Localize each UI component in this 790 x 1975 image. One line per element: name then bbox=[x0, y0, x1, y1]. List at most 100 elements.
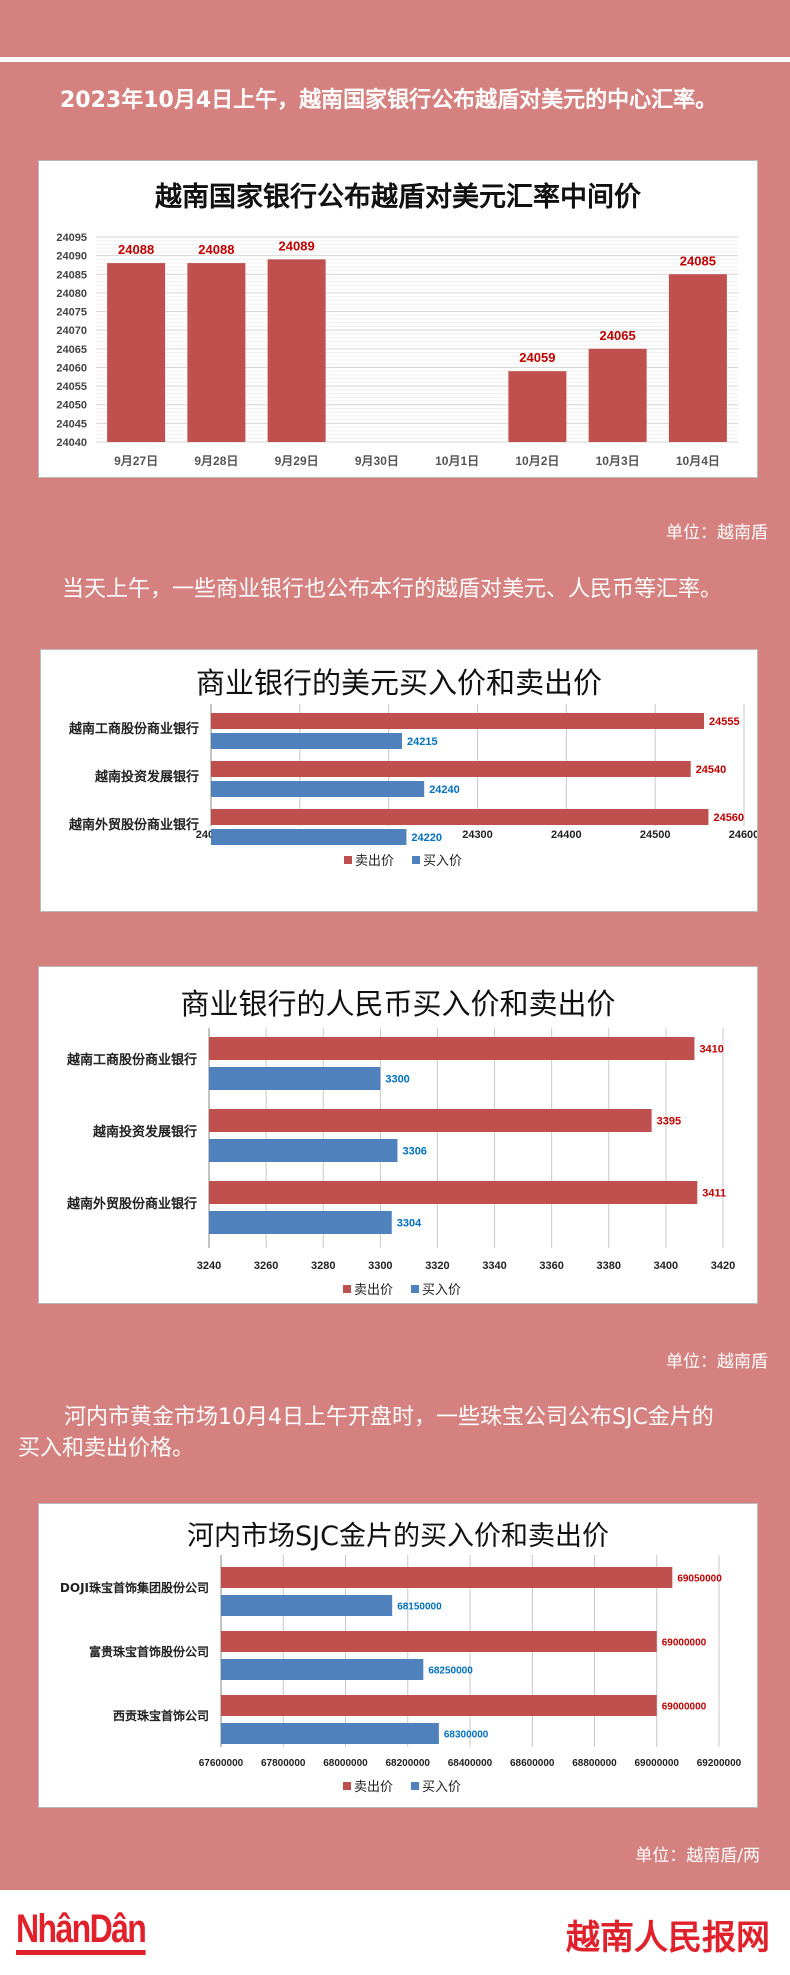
unit-label: 单位：越南盾 bbox=[666, 523, 768, 543]
legend-swatch bbox=[411, 1285, 419, 1293]
data-label: 24240 bbox=[429, 784, 460, 796]
data-label: 24560 bbox=[713, 812, 744, 824]
y-tick-label: 24070 bbox=[56, 325, 87, 337]
x-tick-label: 3340 bbox=[482, 1260, 506, 1272]
x-tick-label: 67600000 bbox=[199, 1758, 244, 1769]
data-label: 3304 bbox=[397, 1218, 422, 1230]
chart-svg: 24000241002420024300244002450024600越南工商股… bbox=[68, 704, 757, 869]
category-label: 越南工商股份商业银行 bbox=[68, 721, 199, 737]
data-label: 24065 bbox=[600, 328, 636, 343]
y-tick-label: 24045 bbox=[56, 418, 87, 430]
legend-label: 卖出价 bbox=[354, 1780, 393, 1795]
chart-title: 商业银行的美元买入价和卖出价 bbox=[195, 666, 602, 700]
bar-buy bbox=[209, 1067, 381, 1090]
x-tick-label: 68600000 bbox=[510, 1758, 555, 1769]
x-tick-label: 3360 bbox=[539, 1260, 563, 1272]
bar-buy bbox=[209, 1211, 392, 1234]
y-tick-label: 24095 bbox=[56, 232, 87, 244]
nhandan-logo[interactable]: NhânDân bbox=[16, 1908, 147, 1955]
x-tick-label: 24600 bbox=[729, 829, 757, 841]
bar bbox=[668, 274, 727, 442]
bar-sell bbox=[221, 1631, 657, 1652]
bar-sell bbox=[211, 809, 709, 825]
category-label: 越南外贸股份商业银行 bbox=[66, 1196, 197, 1212]
x-tick-label: 10月4日 bbox=[676, 454, 720, 468]
intro-paragraph: 2023年10月4日上午，越南国家银行公布越盾对美元的中心汇率。 bbox=[60, 88, 718, 113]
y-tick-label: 24085 bbox=[56, 269, 87, 281]
data-label: 68250000 bbox=[428, 1666, 473, 1677]
y-tick-label: 24050 bbox=[56, 400, 87, 412]
unit-label: 单位：越南盾/两 bbox=[635, 1846, 760, 1866]
data-label: 3395 bbox=[657, 1116, 681, 1128]
bar bbox=[107, 263, 166, 442]
chart-central-rate: 越南国家银行公布越盾对美元汇率中间价 24040 24045 24050 24055 2… bbox=[38, 160, 758, 478]
category-label: DOJI珠宝首饰集团股份公司 bbox=[60, 1580, 209, 1595]
bar-buy bbox=[211, 733, 402, 749]
category-label: 越南投资发展银行 bbox=[92, 1124, 197, 1140]
data-label: 3410 bbox=[699, 1044, 723, 1056]
divider bbox=[0, 57, 790, 62]
data-label: 24085 bbox=[680, 253, 716, 268]
x-tick-label: 3320 bbox=[425, 1260, 449, 1272]
y-tick-label: 24040 bbox=[56, 437, 87, 449]
y-tick-label: 24075 bbox=[56, 307, 87, 319]
chart-usd-rates: 商业银行的美元买入价和卖出价 2400024100242002430024400… bbox=[40, 649, 758, 912]
legend-label: 卖出价 bbox=[355, 854, 394, 869]
x-tick-label: 68200000 bbox=[386, 1758, 431, 1769]
bar-sell bbox=[221, 1567, 673, 1588]
category-label: 西贡珠宝首饰公司 bbox=[113, 1708, 209, 1723]
chart-title: 商业银行的人民币买入价和卖出价 bbox=[180, 987, 616, 1021]
x-tick-label: 67800000 bbox=[261, 1758, 306, 1769]
data-label: 69000000 bbox=[662, 1702, 707, 1713]
chart-cny-rates: 商业银行的人民币买入价和卖出价 3240 3260 3280 3300 3320 3340… bbox=[38, 966, 758, 1304]
chart-title: 越南国家银行公布越盾对美元汇率中间价 bbox=[155, 182, 641, 213]
data-label: 69000000 bbox=[662, 1638, 707, 1649]
legend-label: 买入价 bbox=[422, 1283, 461, 1298]
category-label: 越南外贸股份商业银行 bbox=[68, 817, 199, 833]
bar-buy bbox=[209, 1139, 398, 1162]
x-tick-label: 69000000 bbox=[635, 1758, 680, 1769]
data-label: 3411 bbox=[702, 1188, 726, 1200]
x-tick-label: 9月29日 bbox=[275, 454, 319, 468]
data-label: 68150000 bbox=[397, 1602, 442, 1613]
bar-sell bbox=[211, 713, 705, 729]
legend-swatch bbox=[411, 1782, 419, 1790]
category-label: 越南工商股份商业银行 bbox=[66, 1052, 197, 1068]
data-label: 24540 bbox=[696, 764, 727, 776]
data-label: 24555 bbox=[709, 716, 740, 728]
x-tick-label: 10月1日 bbox=[435, 454, 479, 468]
x-tick-label: 3420 bbox=[711, 1260, 735, 1272]
paragraph-gold-line1: 河内市黄金市场10月4日上午开盘时，一些珠宝公司公布SJC金片的 bbox=[64, 1405, 714, 1430]
y-tick-label: 24060 bbox=[56, 362, 87, 374]
bar-sell bbox=[209, 1181, 698, 1204]
bar bbox=[267, 259, 326, 442]
bar bbox=[508, 371, 567, 442]
legend-swatch bbox=[343, 1285, 351, 1293]
bar-sell bbox=[221, 1695, 657, 1716]
legend-swatch bbox=[343, 1782, 351, 1790]
x-tick-label: 3260 bbox=[254, 1260, 278, 1272]
bar bbox=[187, 263, 246, 442]
paragraph-commercial-banks: 当天上午，一些商业银行也公布本行的越盾对美元、人民币等汇率。 bbox=[62, 577, 723, 602]
data-label: 24088 bbox=[198, 242, 234, 257]
chart-title: 河内市场SJC金片的买入价和卖出价 bbox=[187, 1521, 609, 1552]
legend-swatch bbox=[344, 856, 352, 864]
x-tick-label: 68400000 bbox=[448, 1758, 493, 1769]
legend-label: 买入价 bbox=[422, 1780, 461, 1795]
y-tick-label: 24055 bbox=[56, 381, 87, 393]
x-tick-label: 24500 bbox=[640, 829, 671, 841]
y-tick-label: 24090 bbox=[56, 251, 87, 263]
brand-name: 越南人民报网 bbox=[566, 1918, 770, 1958]
x-tick-label: 68000000 bbox=[323, 1758, 368, 1769]
x-tick-label: 3400 bbox=[654, 1260, 678, 1272]
x-tick-label: 24400 bbox=[551, 829, 582, 841]
footer: NhânDân 越南人民报网 bbox=[0, 1890, 790, 1975]
data-label: 3306 bbox=[402, 1146, 426, 1158]
x-tick-label: 9月27日 bbox=[114, 454, 158, 468]
data-label: 69050000 bbox=[677, 1574, 722, 1585]
bar-sell bbox=[211, 761, 691, 777]
x-tick-label: 10月3日 bbox=[596, 454, 640, 468]
data-label: 24220 bbox=[411, 832, 442, 844]
x-tick-label: 3380 bbox=[597, 1260, 621, 1272]
bar-sell bbox=[209, 1109, 652, 1132]
